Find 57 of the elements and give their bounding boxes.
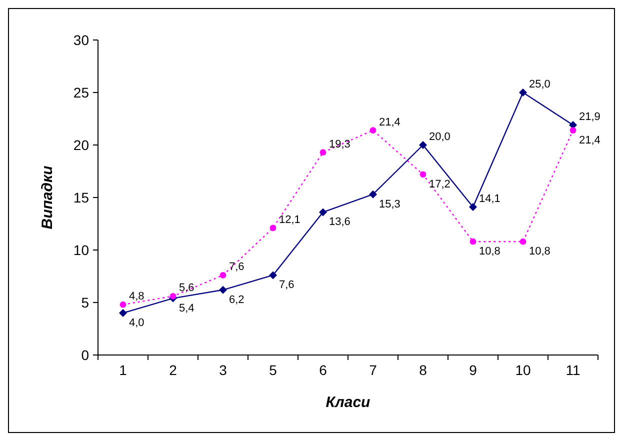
x-tick-label: 9 [469, 362, 478, 378]
data-label: 21,9 [579, 111, 600, 124]
data-label: 25,0 [529, 78, 550, 90]
x-tick-label: 5 [269, 362, 278, 378]
point [320, 149, 326, 156]
point [419, 141, 427, 149]
data-label: 17,2 [429, 178, 450, 190]
point [520, 238, 526, 245]
x-tick-label: 10 [515, 362, 531, 378]
data-label: 20,0 [429, 131, 450, 143]
y-tick-label: 10 [73, 242, 90, 258]
point [470, 238, 476, 245]
data-label: 4,0 [129, 317, 144, 329]
y-tick-label: 30 [73, 32, 90, 48]
data-label: 15,3 [379, 198, 400, 210]
x-tick-label: 3 [219, 362, 228, 378]
data-label: 4,8 [129, 290, 144, 303]
point [420, 171, 426, 178]
point [319, 208, 327, 216]
point [519, 88, 527, 96]
y-tick-label: 25 [73, 84, 90, 100]
point [269, 271, 277, 280]
point [170, 293, 176, 300]
x-tick-label: 2 [169, 362, 178, 378]
data-label: 19,3 [329, 138, 350, 150]
data-label: 7,6 [279, 279, 294, 292]
data-label: 13,6 [329, 216, 350, 228]
y-tick-label: 15 [73, 190, 90, 206]
y-axis-title: Випадки [39, 166, 56, 230]
point [369, 190, 377, 198]
data-label: 10,8 [479, 246, 500, 258]
data-label: 10,8 [529, 246, 550, 258]
x-tick-label: 11 [566, 362, 580, 378]
x-tick-label: 6 [319, 362, 328, 378]
point [119, 309, 127, 317]
point [469, 202, 477, 211]
point [370, 127, 376, 134]
y-tick-label: 5 [81, 294, 90, 310]
point [270, 224, 276, 232]
x-tick-label: 8 [419, 362, 428, 378]
point [570, 127, 576, 134]
data-label: 21,4 [379, 116, 400, 128]
y-tick-label: 20 [73, 137, 90, 153]
data-label: 5,4 [179, 302, 194, 314]
data-label: 14,1 [479, 192, 500, 205]
point [219, 286, 227, 294]
x-axis-title: Класи [326, 394, 370, 411]
y-tick-label: 0 [81, 347, 90, 363]
data-label: 21,4 [579, 134, 600, 146]
point [220, 272, 226, 278]
point [120, 301, 126, 308]
data-label: 6,2 [229, 294, 244, 306]
data-label: 5,6 [179, 282, 194, 294]
data-label: 7,6 [229, 261, 244, 274]
x-tick-label: 7 [369, 362, 378, 378]
data-label: 12,1 [279, 214, 300, 226]
x-tick-label: 1 [119, 362, 128, 378]
